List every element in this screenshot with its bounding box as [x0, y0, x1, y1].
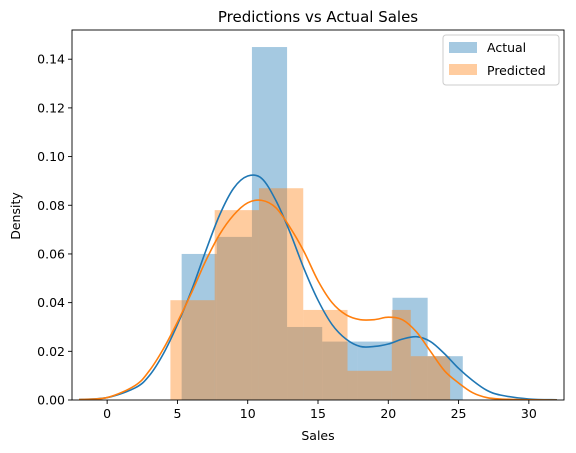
x-tick-label: 5: [173, 406, 181, 421]
x-tick-label: 15: [310, 406, 326, 421]
y-tick-label: 0.12: [37, 100, 65, 115]
y-tick-label: 0.06: [37, 246, 65, 261]
legend-swatch-predicted: [449, 64, 477, 75]
chart-title: Predictions vs Actual Sales: [218, 8, 418, 26]
x-tick-label: 0: [103, 406, 111, 421]
y-tick-label: 0.14: [37, 52, 65, 67]
y-tick-label: 0.04: [37, 295, 65, 310]
x-axis: 0 5 10 15 20 25 30: [103, 400, 537, 421]
plot-area: [71, 29, 565, 401]
legend-label-predicted: Predicted: [487, 63, 546, 78]
hist-bar-actual-6: [392, 297, 428, 400]
hist-bar-predicted-2: [258, 188, 304, 400]
hist-bar-actual-4: [322, 341, 358, 400]
kde-line-actual: [78, 174, 557, 400]
x-tick-label: 20: [380, 406, 396, 421]
legend-label-actual: Actual: [487, 40, 526, 55]
hist-bar-actual-5: [357, 341, 393, 400]
x-tick-label: 30: [521, 406, 537, 421]
kde-line-predicted: [78, 199, 557, 400]
x-tick-label: 25: [451, 406, 467, 421]
hist-bar-actual-0: [181, 253, 217, 400]
y-axis-label: Density: [8, 192, 23, 240]
hist-bar-predicted-0: [170, 300, 215, 400]
hist-bar-actual-2: [251, 47, 288, 400]
hist-bar-predicted-6: [410, 356, 451, 400]
legend-swatch-actual: [449, 42, 477, 53]
legend-box: [442, 34, 560, 86]
y-axis: 0.00 0.02 0.04 0.06 0.08 0.10 0.12 0.14: [37, 52, 72, 408]
y-tick-label: 0.02: [37, 344, 65, 359]
hist-bar-actual-7: [427, 356, 463, 400]
y-tick-label: 0.08: [37, 198, 65, 213]
hist-bar-predicted-4: [347, 370, 392, 400]
hist-bar-predicted-1: [214, 210, 259, 400]
y-tick-label: 0.10: [37, 149, 65, 164]
y-tick-label: 0.00: [37, 393, 65, 408]
hist-bar-actual-1: [216, 236, 252, 400]
legend: Actual Predicted: [442, 34, 560, 86]
x-axis-label: Sales: [301, 428, 334, 443]
x-tick-label: 10: [240, 406, 256, 421]
hist-bar-actual-3: [287, 326, 323, 400]
hist-bar-predicted-3: [303, 309, 348, 400]
hist-bar-predicted-5: [391, 309, 411, 400]
